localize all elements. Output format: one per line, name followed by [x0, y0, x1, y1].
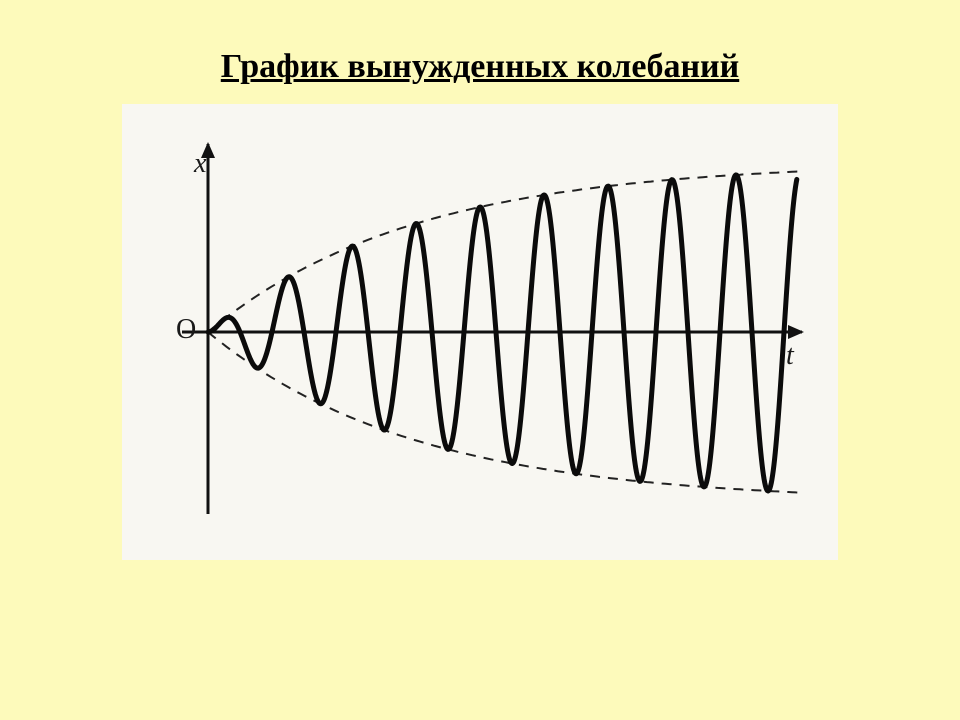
x-axis-label: t — [786, 340, 794, 372]
page-title: График вынужденных колебаний — [221, 48, 739, 86]
oscillation-diagram — [122, 104, 838, 560]
y-axis-label: x — [194, 148, 206, 180]
origin-label: O — [176, 314, 196, 346]
diagram-container: x t O — [122, 104, 838, 560]
